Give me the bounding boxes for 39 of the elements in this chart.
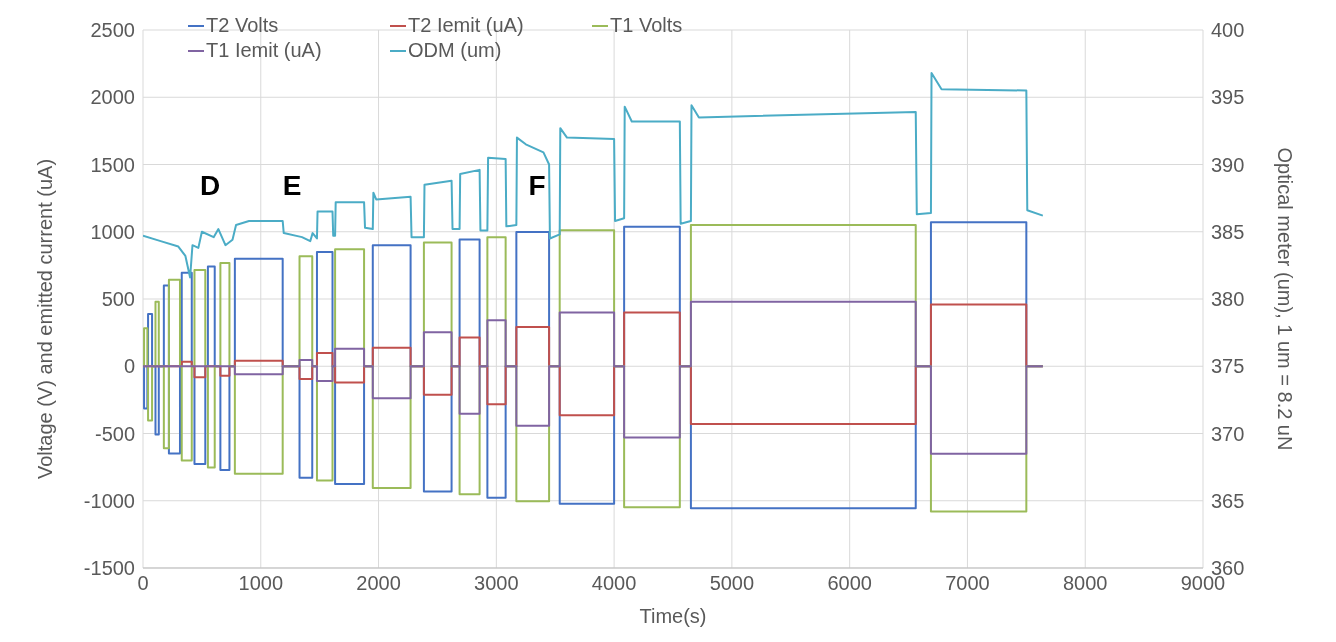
x-tick-label: 1000 [238,572,284,595]
line-series [143,300,1044,455]
y2-tick-label: 380 [1211,288,1245,311]
legend-label: T1 Volts [610,14,683,37]
x-tick-label: 3000 [474,572,519,595]
y-axis-title: Voltage (V) and emitted current (uA) [34,158,57,480]
y2-axis-title: Optical meter (um), 1 um = 8.2 uN [1273,147,1296,451]
x-tick-label: 6000 [827,572,872,595]
annotation: E [282,170,302,201]
legend-label: T1 Iemit (uA) [206,39,322,62]
line-series [143,72,1044,279]
y2-tick-label: 370 [1211,422,1245,445]
x-tick-label: 0 [137,572,149,595]
y-tick-label: 1500 [90,153,135,176]
x-tick-label: 7000 [945,572,990,595]
x-tick-label: 8000 [1062,572,1108,595]
y-tick-label: 2000 [90,86,135,109]
x-tick-label: 4000 [591,572,637,595]
y-tick-label: -1000 [83,489,135,512]
legend-label: T2 Volts [206,14,279,37]
y-tick-label: -500 [94,422,135,445]
y-tick-label: -1500 [83,557,135,580]
y-tick-label: 0 [123,355,135,378]
x-axis-title: Time(s) [639,605,707,627]
y2-tick-label: 365 [1211,489,1245,512]
legend-label: T2 Iemit (uA) [408,14,524,37]
y-tick-label: 500 [101,288,135,311]
y-tick-label: 1000 [90,220,135,243]
y-tick-label: 2500 [90,19,135,42]
x-tick-label: 5000 [709,572,755,595]
annotation: D [199,170,221,201]
y2-tick-label: 395 [1211,86,1245,109]
y2-tick-label: 385 [1211,220,1245,243]
y2-tick-label: 375 [1211,355,1245,378]
x-tick-label: 2000 [356,572,401,595]
y2-tick-label: 390 [1211,153,1245,176]
y2-tick-label: 400 [1211,19,1245,42]
legend-label: ODM (um) [408,39,502,62]
annotation: F [528,170,546,201]
